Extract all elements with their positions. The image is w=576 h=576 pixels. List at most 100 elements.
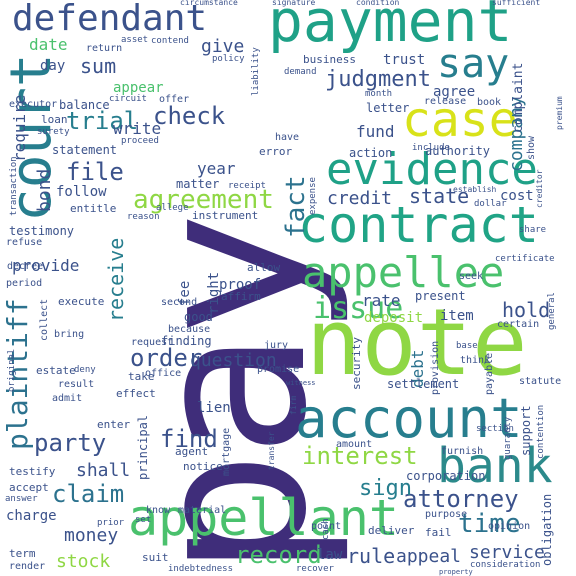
- word-date: date: [29, 35, 68, 54]
- word-provision: provision: [430, 340, 441, 395]
- word-period: period: [6, 278, 43, 289]
- word-authority: authority: [425, 144, 491, 158]
- word-establish: establish: [453, 185, 497, 194]
- word-appeal: appeal: [396, 546, 462, 567]
- word-action: action: [349, 146, 393, 160]
- word-agreement: agreement: [133, 185, 274, 215]
- word-offer: offer: [159, 94, 190, 105]
- word-set: set: [135, 515, 152, 525]
- word-bank: bank: [437, 438, 553, 494]
- word-interest: interest: [302, 442, 418, 470]
- word-sign: sign: [359, 476, 412, 501]
- word-know: know: [146, 505, 171, 516]
- word-contend: contend: [151, 36, 189, 46]
- word-month: month: [365, 89, 393, 99]
- word-material: material: [178, 505, 227, 516]
- word-mortgage: mortgage: [221, 427, 232, 476]
- word-trust: trust: [383, 52, 426, 68]
- word-check: check: [153, 102, 226, 130]
- word-year: year: [197, 159, 236, 178]
- word-condition: condition: [356, 0, 400, 7]
- word-judgment: judgment: [325, 67, 431, 92]
- word-agree: agree: [433, 84, 476, 100]
- word-finding: finding: [161, 334, 212, 348]
- word-contract: contract: [298, 196, 539, 254]
- word-bring: bring: [54, 329, 85, 340]
- word-settlement: settlement: [387, 377, 460, 391]
- word-witness: witness: [286, 379, 316, 387]
- word-say: say: [437, 41, 510, 87]
- word-payable: payable: [484, 352, 495, 395]
- word-base: base: [456, 341, 478, 351]
- word-accept: accept: [9, 481, 49, 494]
- word-appellee: appellee: [302, 248, 505, 297]
- word-statute: statute: [519, 376, 562, 387]
- word-proceed: proceed: [121, 136, 159, 146]
- word-enter: enter: [97, 418, 131, 431]
- word-appear: appear: [113, 80, 164, 96]
- word-present: present: [415, 289, 466, 303]
- word-bond: bond: [34, 168, 55, 212]
- word-fail: fail: [425, 526, 452, 539]
- word-opinion: opinion: [488, 521, 531, 532]
- word-complaint: complaint: [511, 62, 526, 133]
- word-deposit: deposit: [364, 310, 424, 326]
- word-certain: certain: [497, 319, 540, 330]
- word-seek: seek: [459, 271, 484, 282]
- word-service: service: [469, 542, 545, 563]
- word-loan: loan: [41, 113, 68, 126]
- word-policy: policy: [212, 54, 245, 64]
- word-consideration: consideration: [470, 560, 541, 570]
- word-error: error: [259, 145, 293, 158]
- word-return: return: [86, 43, 123, 54]
- word-principal: principal: [136, 414, 150, 480]
- word-question: question: [190, 350, 277, 371]
- word-certificate: certificate: [495, 254, 555, 264]
- word-allow: allow: [247, 261, 281, 274]
- word-note: note: [306, 289, 528, 396]
- word-payment: payment: [268, 0, 513, 55]
- word-office: office: [145, 368, 182, 379]
- word-amount: amount: [336, 439, 373, 450]
- word-circuit: circuit: [109, 94, 147, 104]
- word-find: find: [160, 425, 218, 453]
- word-render: render: [9, 561, 46, 572]
- word-matter: matter: [176, 177, 220, 191]
- word-case: case: [402, 92, 518, 148]
- word-stock: stock: [56, 551, 111, 572]
- word-shall: shall: [76, 460, 131, 481]
- word-refuse: refuse: [6, 237, 43, 248]
- word-sum: sum: [80, 54, 117, 78]
- word-original: original: [7, 348, 17, 392]
- word-asset: asset: [121, 35, 149, 45]
- word-property: property: [439, 568, 473, 576]
- word-creditor: creditor: [535, 169, 544, 208]
- word-fund: fund: [356, 122, 395, 141]
- word-collect: collect: [39, 298, 50, 341]
- word-promise: promise: [257, 364, 300, 375]
- word-attorney: attorney: [403, 485, 519, 513]
- word-follow: follow: [56, 184, 107, 200]
- word-corporation: corporation: [406, 469, 486, 483]
- word-deny: deny: [74, 365, 96, 375]
- word-testimony: testimony: [9, 224, 75, 238]
- word-party: party: [34, 429, 107, 457]
- word-rule: rule: [347, 544, 396, 568]
- word-statement: statement: [52, 143, 118, 157]
- word-surety: surety: [37, 127, 70, 137]
- word-issue: issue: [313, 291, 404, 326]
- word-fact: fact: [281, 175, 311, 238]
- word-balance: balance: [59, 98, 110, 112]
- word-claim: claim: [52, 480, 125, 508]
- word-release: release: [424, 96, 467, 107]
- word-purpose: purpose: [425, 509, 468, 520]
- word-share: share: [519, 225, 547, 235]
- word-evidence: evidence: [326, 144, 538, 195]
- word-contention: contention: [536, 404, 546, 459]
- word-item: item: [440, 308, 474, 324]
- word-notice: notice: [183, 460, 223, 473]
- word-record: record: [235, 541, 322, 569]
- word-cash: cash: [321, 518, 331, 540]
- word-good: good: [184, 310, 213, 324]
